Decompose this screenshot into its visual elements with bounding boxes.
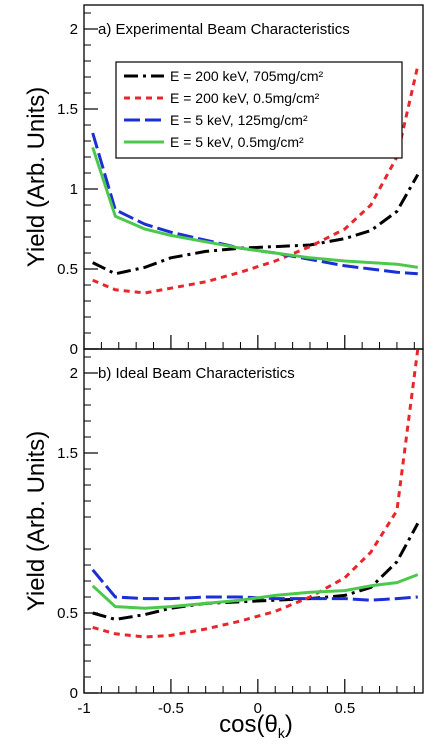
- series-line-4: [91, 573, 419, 610]
- series-line-2: [92, 65, 420, 295]
- y-tick-label: 0: [70, 685, 78, 702]
- panel-title: a) Experimental Beam Characteristics: [98, 21, 350, 38]
- y-tick-label: 0: [70, 341, 78, 358]
- series-line-1: [92, 522, 420, 621]
- legend-entry-label: E = 200 keV, 705mg/cm²: [170, 68, 324, 84]
- series-line-1: [92, 173, 420, 276]
- panel-b: 0 0.5 1.5 2 -1 -0.5 0 0.5 Yield (Arb. Units) b) I…: [23, 348, 424, 741]
- y-axis-title: Yield (Arb. Units): [23, 431, 50, 612]
- legend: E = 200 keV, 705mg/cm² E = 200 keV, 0.5mg…: [115, 61, 403, 159]
- y-tick-label: 2: [70, 365, 78, 382]
- plot-frame: [83, 4, 424, 350]
- legend-entry-label: E = 5 keV, 125mg/cm²: [170, 112, 308, 128]
- legend-entry-label: E = 200 keV, 0.5mg/cm²: [170, 90, 320, 106]
- panel-title: b) Ideal Beam Characteristics: [98, 365, 295, 382]
- y-tick-label: 1: [70, 181, 78, 198]
- y-tick-label: 0.5: [57, 605, 78, 622]
- y-tick-label: 2: [70, 21, 78, 38]
- series-line-3: [91, 132, 418, 276]
- panel-a: 0 0.5 1 1.5 2 Yield (Arb. Units) a) Experiment…: [23, 4, 424, 358]
- series-line-4: [91, 146, 419, 269]
- legend-entry-label: E = 5 keV, 0.5mg/cm²: [170, 134, 304, 150]
- x-tick-label: 0: [254, 700, 262, 717]
- y-tick-label: 0.5: [57, 261, 78, 278]
- series-line-2: [92, 348, 420, 639]
- x-tick-label: -0.5: [158, 700, 184, 717]
- y-tick-label: 1.5: [57, 445, 78, 462]
- x-axis-title: cos(θk): [219, 711, 293, 741]
- y-tick-label: 1.5: [57, 101, 78, 118]
- y-axis-title: Yield (Arb. Units): [23, 87, 50, 268]
- plot-frame: [83, 348, 424, 694]
- x-tick-label: 0.5: [334, 700, 355, 717]
- x-tick-label: -1: [77, 700, 90, 717]
